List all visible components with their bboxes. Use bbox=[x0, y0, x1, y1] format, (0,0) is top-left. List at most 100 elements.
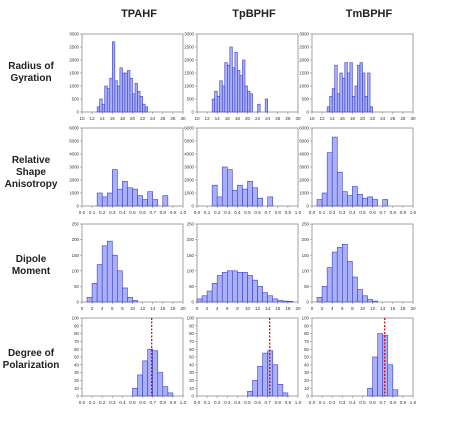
x-tick-label: 14 bbox=[150, 306, 156, 311]
histogram-bar bbox=[226, 64, 231, 113]
x-tick-label: 24 bbox=[265, 116, 271, 121]
x-tick-label: 0.3 bbox=[224, 400, 231, 405]
y-tick-label: 0 bbox=[307, 204, 310, 209]
histogram-panel: 0 50 100 150 200 250 0 2 4 6 8 10 12 14 16 18 20 bbox=[72, 222, 186, 311]
x-tick-label: 18 bbox=[170, 306, 176, 311]
x-tick-label: 4 bbox=[216, 306, 219, 311]
histogram-bar bbox=[111, 254, 118, 303]
x-tick-label: 20 bbox=[410, 306, 416, 311]
row-header-line: Degree of bbox=[7, 348, 55, 359]
y-tick-label: 250 bbox=[72, 222, 80, 227]
x-tick-label: 0.6 bbox=[254, 210, 261, 215]
x-tick-label: 0.9 bbox=[400, 210, 407, 215]
histogram-bar bbox=[367, 387, 373, 397]
x-tick-label: 0.0 bbox=[194, 400, 201, 405]
histogram-bar bbox=[132, 300, 138, 303]
x-tick-label: 0.4 bbox=[349, 400, 356, 405]
x-tick-label: 16 bbox=[340, 116, 346, 121]
row-header-line: Anisotropy bbox=[4, 179, 58, 190]
histogram-bar bbox=[147, 191, 154, 207]
x-tick-label: 16 bbox=[275, 306, 281, 311]
x-tick-label: 2 bbox=[321, 306, 324, 311]
y-tick-label: 2500 bbox=[299, 45, 309, 50]
histogram-bar bbox=[221, 85, 226, 113]
x-tick-label: 14 bbox=[215, 116, 221, 121]
x-tick-label: 20 bbox=[360, 116, 366, 121]
x-tick-label: 0.2 bbox=[99, 210, 106, 215]
row-header-line: Shape bbox=[15, 167, 46, 178]
histogram-bar bbox=[104, 85, 108, 113]
histogram-bar bbox=[349, 62, 353, 113]
histogram-bar bbox=[372, 300, 378, 303]
histogram-bar bbox=[326, 152, 333, 207]
histogram-bar bbox=[237, 184, 243, 207]
y-tick-label: 90 bbox=[304, 323, 309, 328]
y-tick-label: 50 bbox=[189, 355, 194, 360]
histogram-bar bbox=[247, 391, 253, 397]
y-tick-label: 50 bbox=[189, 284, 194, 289]
x-tick-label: 0.5 bbox=[129, 400, 136, 405]
histogram-bar bbox=[341, 77, 346, 113]
histogram-bar bbox=[282, 392, 289, 397]
histogram-bar bbox=[137, 374, 143, 397]
y-tick-label: 30 bbox=[74, 370, 79, 375]
x-tick-label: 0.1 bbox=[89, 400, 96, 405]
x-tick-label: 1.0 bbox=[410, 400, 417, 405]
y-tick-label: 30 bbox=[189, 370, 194, 375]
x-tick-label: 8 bbox=[236, 306, 239, 311]
x-tick-label: 1.0 bbox=[410, 210, 417, 215]
x-tick-label: 18 bbox=[350, 116, 356, 121]
histogram-bar bbox=[152, 350, 159, 397]
x-tick-label: 12 bbox=[205, 116, 211, 121]
histogram-bar bbox=[321, 192, 328, 207]
x-tick-label: 0.7 bbox=[380, 210, 387, 215]
histogram-bar bbox=[362, 197, 368, 207]
x-tick-label: 0.5 bbox=[129, 210, 136, 215]
histogram-bar bbox=[372, 356, 378, 397]
x-tick-label: 0.9 bbox=[170, 210, 177, 215]
x-tick-label: 0.8 bbox=[390, 400, 397, 405]
x-tick-label: 10 bbox=[79, 116, 85, 121]
histogram-bar bbox=[211, 98, 215, 113]
histogram-bar bbox=[117, 188, 123, 207]
y-tick-label: 2000 bbox=[299, 178, 309, 183]
histogram-bar bbox=[137, 195, 143, 207]
x-tick-label: 14 bbox=[330, 116, 336, 121]
histogram-bar bbox=[119, 67, 123, 113]
x-tick-label: 1.0 bbox=[180, 400, 187, 405]
y-tick-label: 1500 bbox=[299, 71, 309, 76]
histogram-bar bbox=[364, 96, 368, 113]
x-tick-label: 0 bbox=[81, 306, 84, 311]
x-tick-label: 0.1 bbox=[319, 210, 326, 215]
histogram-bar bbox=[96, 264, 103, 303]
y-tick-label: 100 bbox=[72, 268, 80, 273]
y-tick-label: 100 bbox=[302, 268, 310, 273]
y-tick-label: 4000 bbox=[69, 152, 79, 157]
plot-frame bbox=[311, 317, 414, 397]
y-tick-label: 60 bbox=[74, 347, 79, 352]
plot-frame bbox=[311, 223, 414, 303]
histogram-bar bbox=[367, 72, 371, 113]
histogram-bar bbox=[387, 364, 394, 397]
histogram-bar bbox=[352, 96, 356, 113]
x-tick-label: 0.2 bbox=[99, 400, 106, 405]
x-tick-label: 14 bbox=[100, 116, 106, 121]
x-tick-label: 0.2 bbox=[329, 210, 336, 215]
histogram-panel: 0 500 1000 1500 2000 2500 3000 10 12 14 16 18 20 22 24… bbox=[184, 32, 301, 121]
y-tick-label: 2500 bbox=[184, 45, 194, 50]
histogram-bar bbox=[247, 180, 253, 207]
histogram-bar bbox=[334, 64, 338, 113]
x-tick-label: 0.8 bbox=[390, 210, 397, 215]
histogram-bar bbox=[377, 333, 384, 397]
histogram-bar bbox=[262, 352, 269, 397]
y-tick-label: 4000 bbox=[184, 152, 194, 157]
histogram-bar bbox=[316, 297, 323, 303]
y-tick-label: 500 bbox=[72, 97, 80, 102]
histogram-bar bbox=[219, 80, 223, 113]
histogram-bar bbox=[257, 103, 261, 113]
x-tick-label: 0.9 bbox=[400, 400, 407, 405]
histogram-bar bbox=[272, 298, 279, 303]
histogram-bar bbox=[106, 88, 111, 113]
histogram-bar bbox=[336, 171, 343, 207]
y-tick-label: 1500 bbox=[184, 71, 194, 76]
